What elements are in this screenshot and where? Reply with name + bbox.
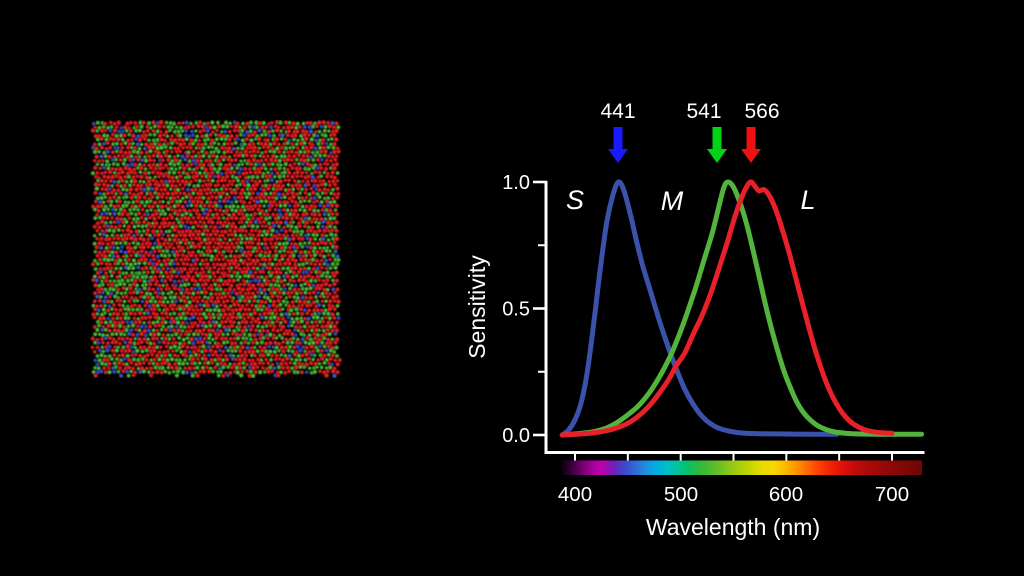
cone-mosaic-image xyxy=(90,120,342,378)
m-peak-value: 541 xyxy=(686,100,721,123)
l-series-label: L xyxy=(800,185,815,215)
m-cone-curve xyxy=(559,179,925,438)
l-peak-arrow-icon xyxy=(741,127,761,163)
m-peak-arrow-icon xyxy=(707,127,727,163)
x-tick-label-700: 700 xyxy=(875,483,909,506)
x-tick-label-400: 400 xyxy=(558,483,592,506)
s-series-label: S xyxy=(566,185,584,215)
l-cone-curve xyxy=(559,179,895,438)
s-peak-arrow-icon xyxy=(608,127,628,163)
x-axis-title: Wavelength (nm) xyxy=(646,514,820,540)
m-series-label: M xyxy=(661,186,684,216)
s-peak-value: 441 xyxy=(600,100,635,123)
y-tick-label-0.5: 0.5 xyxy=(502,299,530,321)
x-tick-label-600: 600 xyxy=(769,483,803,506)
s-cone-curve xyxy=(559,179,840,438)
l-peak-value: 566 xyxy=(744,100,779,123)
spectrum-color-bar xyxy=(562,460,922,475)
y-tick-label-1.0: 1.0 xyxy=(502,172,530,194)
y-tick-label-0: 0.0 xyxy=(502,425,530,447)
x-tick-label-500: 500 xyxy=(664,483,698,506)
y-axis-title: Sensitivity xyxy=(464,255,490,359)
